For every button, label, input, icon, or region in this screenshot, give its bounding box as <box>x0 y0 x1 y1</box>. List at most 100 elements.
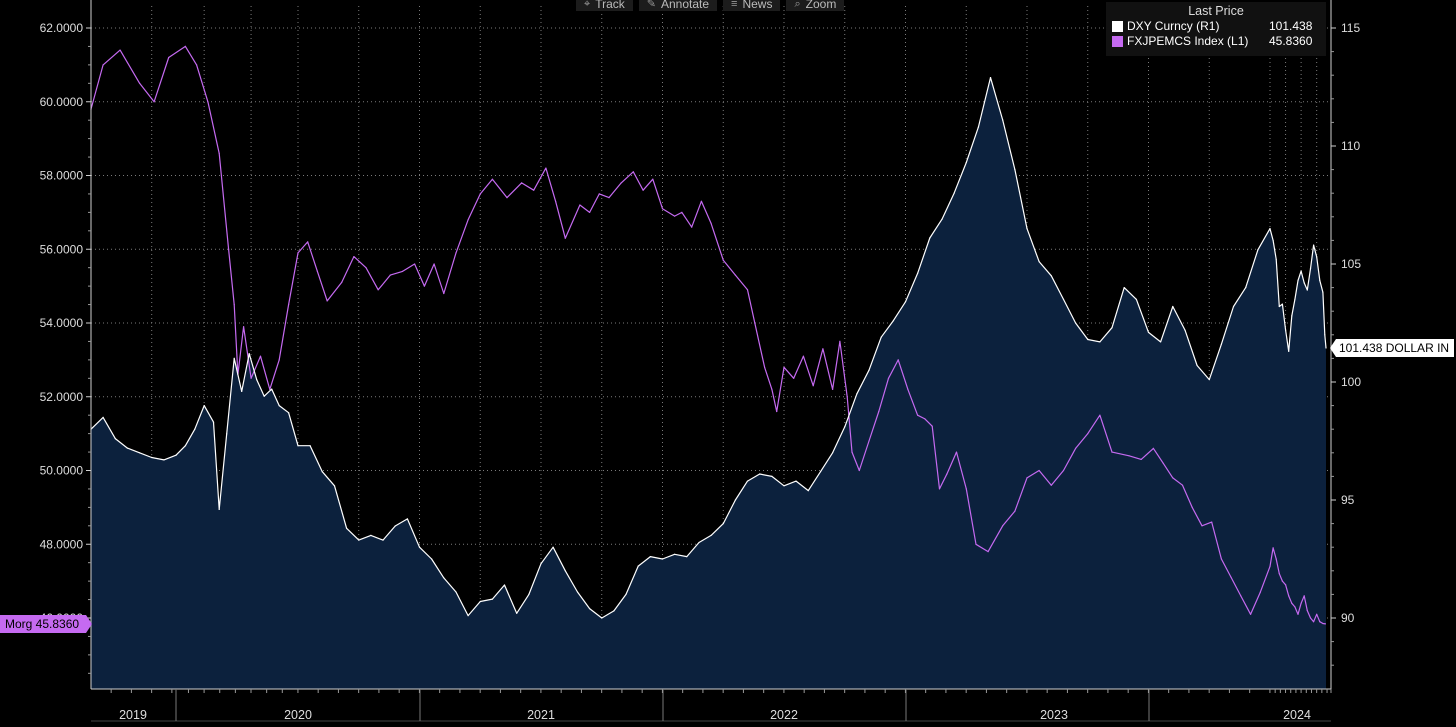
series-0-point-64 <box>783 366 785 368</box>
series-1-point-60 <box>759 473 761 475</box>
series-1-point-93 <box>1160 341 1162 343</box>
series-1-point-99 <box>1232 305 1235 308</box>
series-1-point-43 <box>552 546 554 548</box>
series-1-point-32 <box>418 546 421 548</box>
series-0-point-28 <box>401 270 404 272</box>
series-0-point-118 <box>1288 595 1290 597</box>
series-1-point-88 <box>1099 341 1101 343</box>
series-1-point-103 <box>1272 239 1274 241</box>
series-1-point-33 <box>431 558 433 560</box>
series-0-point-126 <box>1313 621 1315 623</box>
series-1-point-54 <box>686 556 688 558</box>
legend-name-fxjpemcs: FXJPEMCS Index (L1) <box>1127 34 1249 48</box>
series-1-point-10 <box>203 405 205 407</box>
series-1-point-34 <box>443 577 445 579</box>
series-0-point-33 <box>455 252 457 254</box>
legend-swatch-dxy <box>1112 21 1123 32</box>
series-area-1 <box>91 77 1327 690</box>
series-1-point-45 <box>576 591 579 593</box>
legend: Last Price DXY Curncy (R1) 101.438 FXJPE… <box>1106 2 1326 56</box>
series-1-point-100 <box>1245 287 1247 289</box>
series-0-point-72 <box>851 451 853 453</box>
series-1-point-96 <box>1196 364 1198 367</box>
series-0-point-37 <box>506 197 508 199</box>
series-0-point-27 <box>389 274 391 276</box>
series-1-point-61 <box>771 475 773 477</box>
annotate-button[interactable]: ✎ Annotate <box>638 0 718 11</box>
series-1-point-89 <box>1111 327 1113 329</box>
series-0-point-76 <box>887 377 890 379</box>
series-1-point-76 <box>953 192 955 194</box>
series-line-1 <box>90 77 1327 619</box>
series-1-point-25 <box>333 485 336 487</box>
series-1-point-36 <box>467 615 469 617</box>
right-tick-label-5: 90 <box>1341 611 1355 625</box>
series-0-point-100 <box>1152 447 1154 449</box>
series-0-point-67 <box>812 385 814 387</box>
zoom-button[interactable]: ⌕ Zoom <box>786 0 845 11</box>
news-icon: ≡ <box>731 0 738 10</box>
series-0-point-96 <box>1099 414 1101 416</box>
series-0-point-51 <box>661 208 664 210</box>
track-button[interactable]: ⌖ Track <box>576 0 633 11</box>
series-1-point-102 <box>1269 228 1271 230</box>
series-0-point-53 <box>681 211 683 213</box>
series-1-point-111 <box>1297 279 1299 282</box>
series-1-point-56 <box>710 534 712 537</box>
series-1-point-48 <box>613 610 615 612</box>
left-tick-label-6: 50.0000 <box>40 464 84 478</box>
series-0-point-56 <box>710 222 712 224</box>
series-0-point-116 <box>1281 580 1283 582</box>
series-0-point-57 <box>722 259 724 261</box>
series-1-point-12 <box>218 508 220 510</box>
x-tick-label-2022: 2022 <box>770 708 798 722</box>
series-0-point-31 <box>433 263 435 265</box>
series-1-point-31 <box>406 518 408 520</box>
series-0-point-106 <box>1211 521 1213 523</box>
series-1-point-20 <box>278 405 280 407</box>
series-1-point-42 <box>540 563 542 565</box>
series-0-point-47 <box>620 182 622 184</box>
series-0-point-61 <box>764 366 766 368</box>
series-0-point-103 <box>1181 484 1184 486</box>
series-0-point-55 <box>700 200 703 202</box>
series-0-point-77 <box>897 359 899 361</box>
legend-item-dxy[interactable]: DXY Curncy (R1) 101.438 <box>1106 19 1326 34</box>
series-0-point-110 <box>1250 613 1252 615</box>
series-1-point-24 <box>321 471 323 473</box>
series-1-point-23 <box>309 445 311 447</box>
series-1-point-114 <box>1306 289 1308 291</box>
crosshair-icon: ⌖ <box>584 0 591 10</box>
x-tick-label-2020: 2020 <box>284 708 312 722</box>
series-1-point-19 <box>271 388 273 390</box>
series-1-point-68 <box>856 393 858 395</box>
series-0-point-125 <box>1309 617 1312 619</box>
series-0-point-78 <box>907 388 909 390</box>
series-0-point-87 <box>987 551 989 553</box>
series-1-point-71 <box>892 320 895 322</box>
series-0-point-92 <box>1050 484 1052 486</box>
series-0-point-119 <box>1291 602 1293 604</box>
series-0-point-122 <box>1300 602 1302 604</box>
series-1-point-17 <box>256 379 258 381</box>
news-button[interactable]: ≡ News <box>723 0 781 11</box>
pencil-icon: ✎ <box>646 0 656 10</box>
series-0-point-35 <box>479 193 481 195</box>
series-1-point-22 <box>297 445 299 447</box>
series-0-point-90 <box>1026 477 1028 479</box>
series-1-point-55 <box>698 541 700 544</box>
series-1-point-16 <box>248 353 250 355</box>
series-1-point-70 <box>880 336 882 338</box>
series-1-point-121 <box>1325 347 1327 349</box>
series-0-point-25 <box>365 267 367 269</box>
left-tick-label-7: 48.0000 <box>40 537 84 551</box>
series-1-point-28 <box>370 534 372 537</box>
series-1-point-1 <box>102 416 104 418</box>
legend-value-dxy: 101.438 <box>1269 19 1313 33</box>
series-0-point-101 <box>1162 462 1164 464</box>
legend-item-fxjpemcs[interactable]: FXJPEMCS Index (L1) 45.8360 <box>1106 34 1326 49</box>
series-0-point-30 <box>423 285 425 287</box>
series-0-point-10 <box>228 248 230 250</box>
series-0-point-58 <box>734 274 737 276</box>
series-1-point-69 <box>868 369 870 371</box>
